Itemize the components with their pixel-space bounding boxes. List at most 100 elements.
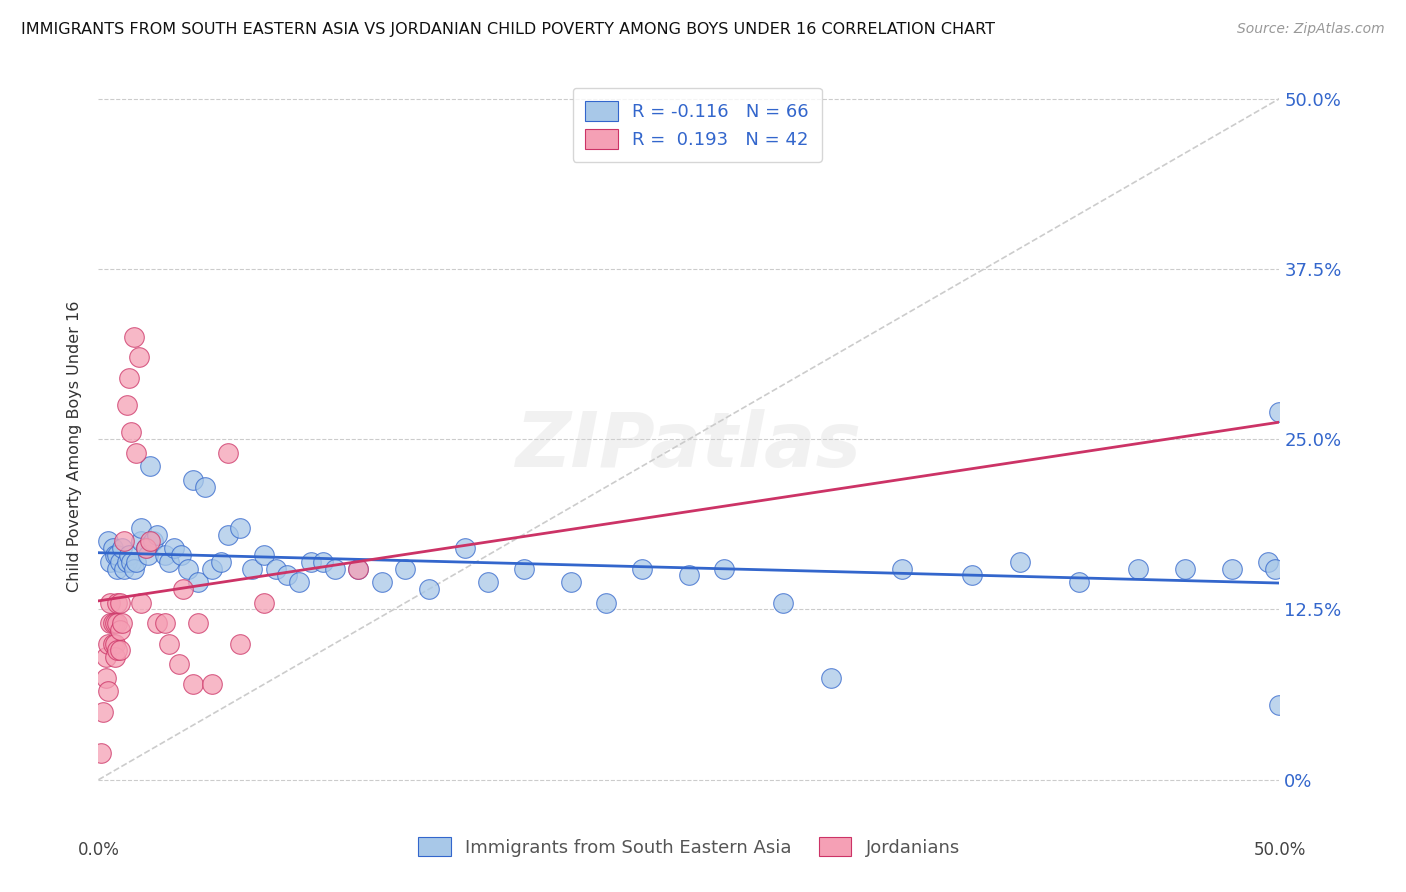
- Point: [97, 684, 120, 698]
- Point: [108, 643, 131, 657]
- Point: [347, 561, 370, 575]
- Text: IMMIGRANTS FROM SOUTH EASTERN ASIA VS JORDANIAN CHILD POVERTY AMONG BOYS UNDER 1: IMMIGRANTS FROM SOUTH EASTERN ASIA VS JO…: [21, 22, 995, 37]
- Point: [97, 636, 120, 650]
- Point: [142, 534, 165, 549]
- Text: ZIPatlas: ZIPatlas: [516, 409, 862, 483]
- Point: [98, 596, 121, 610]
- Point: [128, 351, 150, 365]
- Point: [105, 643, 128, 657]
- Point: [240, 561, 263, 575]
- Point: [512, 561, 534, 575]
- Legend: Immigrants from South Eastern Asia, Jordanians: Immigrants from South Eastern Asia, Jord…: [411, 830, 967, 864]
- Point: [157, 636, 180, 650]
- Point: [125, 446, 148, 460]
- Point: [1008, 555, 1031, 569]
- Point: [595, 596, 617, 610]
- Point: [91, 705, 114, 719]
- Point: [111, 616, 134, 631]
- Point: [217, 446, 239, 460]
- Point: [129, 596, 152, 610]
- Point: [181, 473, 204, 487]
- Point: [146, 616, 169, 631]
- Point: [129, 534, 152, 549]
- Point: [713, 561, 735, 575]
- Point: [112, 561, 135, 575]
- Point: [136, 548, 159, 562]
- Point: [115, 398, 138, 412]
- Point: [630, 561, 652, 575]
- Point: [1220, 561, 1243, 575]
- Point: [105, 596, 128, 610]
- Point: [1268, 405, 1291, 419]
- Point: [146, 527, 169, 541]
- Point: [1174, 561, 1197, 575]
- Point: [115, 555, 138, 569]
- Point: [288, 575, 311, 590]
- Point: [104, 636, 127, 650]
- Text: 50.0%: 50.0%: [1253, 841, 1306, 859]
- Point: [187, 575, 209, 590]
- Point: [1126, 561, 1149, 575]
- Text: Source: ZipAtlas.com: Source: ZipAtlas.com: [1237, 22, 1385, 37]
- Point: [201, 677, 224, 691]
- Point: [122, 561, 145, 575]
- Point: [101, 616, 124, 631]
- Point: [890, 561, 912, 575]
- Point: [90, 746, 112, 760]
- Point: [105, 616, 128, 631]
- Point: [209, 555, 232, 569]
- Point: [163, 541, 186, 556]
- Point: [172, 582, 194, 596]
- Point: [201, 561, 224, 575]
- Point: [229, 636, 252, 650]
- Point: [1268, 698, 1291, 712]
- Point: [157, 555, 180, 569]
- Point: [108, 555, 131, 569]
- Point: [139, 534, 162, 549]
- Point: [108, 623, 131, 637]
- Point: [129, 521, 152, 535]
- Point: [153, 616, 176, 631]
- Point: [217, 527, 239, 541]
- Point: [111, 541, 134, 556]
- Point: [94, 650, 117, 665]
- Point: [820, 671, 842, 685]
- Point: [104, 616, 127, 631]
- Point: [121, 555, 143, 569]
- Point: [125, 555, 148, 569]
- Point: [453, 541, 475, 556]
- Point: [1257, 555, 1279, 569]
- Point: [229, 521, 252, 535]
- Point: [112, 534, 135, 549]
- Point: [101, 636, 124, 650]
- Point: [253, 548, 276, 562]
- Point: [678, 568, 700, 582]
- Point: [153, 548, 176, 562]
- Point: [264, 561, 287, 575]
- Point: [1067, 575, 1090, 590]
- Point: [170, 548, 193, 562]
- Point: [139, 459, 162, 474]
- Point: [772, 596, 794, 610]
- Point: [181, 677, 204, 691]
- Point: [105, 548, 128, 562]
- Point: [98, 555, 121, 569]
- Point: [187, 616, 209, 631]
- Point: [418, 582, 440, 596]
- Y-axis label: Child Poverty Among Boys Under 16: Child Poverty Among Boys Under 16: [67, 301, 83, 591]
- Point: [104, 548, 127, 562]
- Point: [560, 575, 582, 590]
- Point: [118, 371, 141, 385]
- Point: [962, 568, 984, 582]
- Point: [105, 561, 128, 575]
- Point: [97, 534, 120, 549]
- Point: [1264, 561, 1286, 575]
- Point: [167, 657, 190, 671]
- Point: [101, 541, 124, 556]
- Point: [122, 330, 145, 344]
- Point: [299, 555, 322, 569]
- Point: [135, 541, 157, 556]
- Point: [347, 561, 370, 575]
- Point: [135, 541, 157, 556]
- Point: [108, 596, 131, 610]
